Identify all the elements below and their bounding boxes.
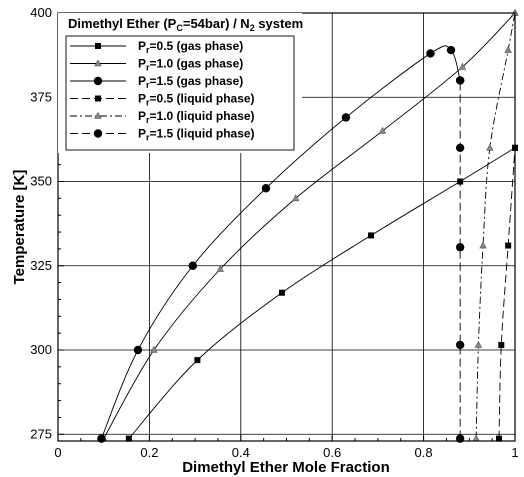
data-point-triangle xyxy=(474,340,483,348)
x-tick-label: 0.4 xyxy=(232,445,250,460)
y-tick-label: 350 xyxy=(30,174,52,189)
legend-label-rest: =1.5 (liquid phase) xyxy=(150,127,255,141)
legend-label-rest: =1.0 (gas phase) xyxy=(150,57,244,71)
legend-label-sub: r xyxy=(146,115,150,125)
legend-entry: Pr=1.5 (gas phase) xyxy=(70,74,243,90)
data-point-square xyxy=(278,289,285,296)
data-point-triangle xyxy=(150,345,158,353)
legend-title-sub-2: 2 xyxy=(250,23,255,33)
data-point-square xyxy=(498,341,505,348)
series-5 xyxy=(472,8,519,442)
data-point-triangle xyxy=(479,241,487,249)
y-axis-title: Temperature [K] xyxy=(11,170,28,285)
legend-entry: Pr=1.0 (liquid phase) xyxy=(70,109,255,125)
y-tick-label: 275 xyxy=(30,426,52,441)
legend-label: Pr=1.5 (liquid phase) xyxy=(138,127,255,143)
legend-entries: Pr=0.5 (gas phase)Pr=1.0 (gas phase)Pr=1… xyxy=(65,35,295,151)
data-point-square xyxy=(125,435,132,442)
legend-label-sub: r xyxy=(146,98,150,108)
series-1 xyxy=(125,144,518,442)
legend-title-sub-c: C xyxy=(176,23,183,33)
data-point-square xyxy=(194,357,201,364)
x-tick-label: 1 xyxy=(511,445,518,460)
legend-label-sub: r xyxy=(146,63,150,73)
y-tick-label: 400 xyxy=(30,5,52,20)
data-point-circle xyxy=(133,345,143,355)
series-layer xyxy=(97,8,519,443)
legend-label-rest: =1.0 (liquid phase) xyxy=(150,109,255,123)
data-point-square xyxy=(505,242,512,249)
legend-entry: Pr=0.5 (liquid phase) xyxy=(70,92,255,108)
legend-label-rest: =0.5 (liquid phase) xyxy=(150,92,255,106)
ticks: 0 0.2 0.4 0.6 0.8 1 275 300 325 350 375 400 xyxy=(30,5,518,460)
data-point-circle xyxy=(188,261,198,270)
y-tick-label: 325 xyxy=(30,258,52,273)
legend-label-base: P xyxy=(138,92,146,106)
data-point-triangle xyxy=(291,194,300,202)
legend-label-rest: =0.5 (gas phase) xyxy=(150,39,244,53)
legend-entry: Pr=0.5 (gas phase) xyxy=(70,39,243,55)
data-point-triangle xyxy=(486,143,494,151)
legend-label-base: P xyxy=(138,127,146,141)
series-line xyxy=(100,45,461,439)
legend-frame xyxy=(65,35,295,151)
legend-title-rest: system xyxy=(255,16,303,31)
data-point-circle xyxy=(455,340,465,350)
y-tick-label: 375 xyxy=(30,89,52,104)
series-line xyxy=(498,147,516,439)
legend-label-sub: r xyxy=(146,80,150,90)
data-point-circle xyxy=(261,184,271,193)
data-point-triangle xyxy=(216,264,224,272)
legend-marker-square xyxy=(95,95,101,102)
legend-title: Dimethyl Ether (PC=54bar) / N2 system xyxy=(68,16,303,33)
legend-label-base: P xyxy=(138,74,146,88)
data-point-square xyxy=(496,435,503,442)
series-6 xyxy=(455,76,465,443)
legend-label: Pr=1.0 (gas phase) xyxy=(138,57,243,73)
legend-label: Pr=0.5 (gas phase) xyxy=(138,39,243,55)
legend: Dimethyl Ether (PC=54bar) / N2 system Pr… xyxy=(58,13,303,153)
data-point-triangle xyxy=(378,126,387,134)
legend-label: Pr=0.5 (liquid phase) xyxy=(138,92,255,108)
data-point-circle xyxy=(426,49,435,58)
x-tick-label: 0.2 xyxy=(140,445,158,460)
data-point-circle xyxy=(455,143,465,153)
x-tick-label: 0.6 xyxy=(323,445,341,460)
legend-title-mid: =54bar) / N xyxy=(183,16,250,31)
data-point-triangle xyxy=(504,45,512,53)
data-point-square xyxy=(368,232,375,239)
legend-marker-triangle xyxy=(94,111,102,119)
legend-label-base: P xyxy=(138,109,146,123)
legend-marker-circle xyxy=(93,76,103,86)
legend-entry: Pr=1.0 (gas phase) xyxy=(70,57,243,73)
data-point-circle xyxy=(455,76,465,85)
legend-label: Pr=1.0 (liquid phase) xyxy=(138,109,255,125)
legend-label: Pr=1.5 (gas phase) xyxy=(138,74,243,90)
legend-marker-triangle xyxy=(94,59,102,67)
legend-label-rest: =1.5 (gas phase) xyxy=(150,74,244,88)
legend-label-base: P xyxy=(138,57,146,71)
legend-marker-circle xyxy=(93,129,103,138)
data-point-circle xyxy=(446,45,456,55)
legend-label-sub: r xyxy=(146,133,150,143)
x-axis-title: Dimethyl Ether Mole Fraction xyxy=(182,459,390,476)
legend-entry: Pr=1.5 (liquid phase) xyxy=(70,127,255,143)
legend-label-sub: r xyxy=(146,45,150,55)
legend-marker-square xyxy=(95,43,101,49)
series-line xyxy=(128,147,516,439)
data-point-circle xyxy=(341,113,351,122)
legend-title-base: Dimethyl Ether (P xyxy=(68,16,177,31)
data-point-circle xyxy=(455,243,465,252)
data-point-triangle xyxy=(458,62,467,70)
x-tick-label: 0.8 xyxy=(415,445,433,460)
data-point-triangle xyxy=(472,434,480,442)
legend-label-base: P xyxy=(138,39,146,53)
x-tick-label: 0 xyxy=(54,445,61,460)
y-tick-label: 300 xyxy=(30,342,52,357)
series-line xyxy=(475,12,516,439)
